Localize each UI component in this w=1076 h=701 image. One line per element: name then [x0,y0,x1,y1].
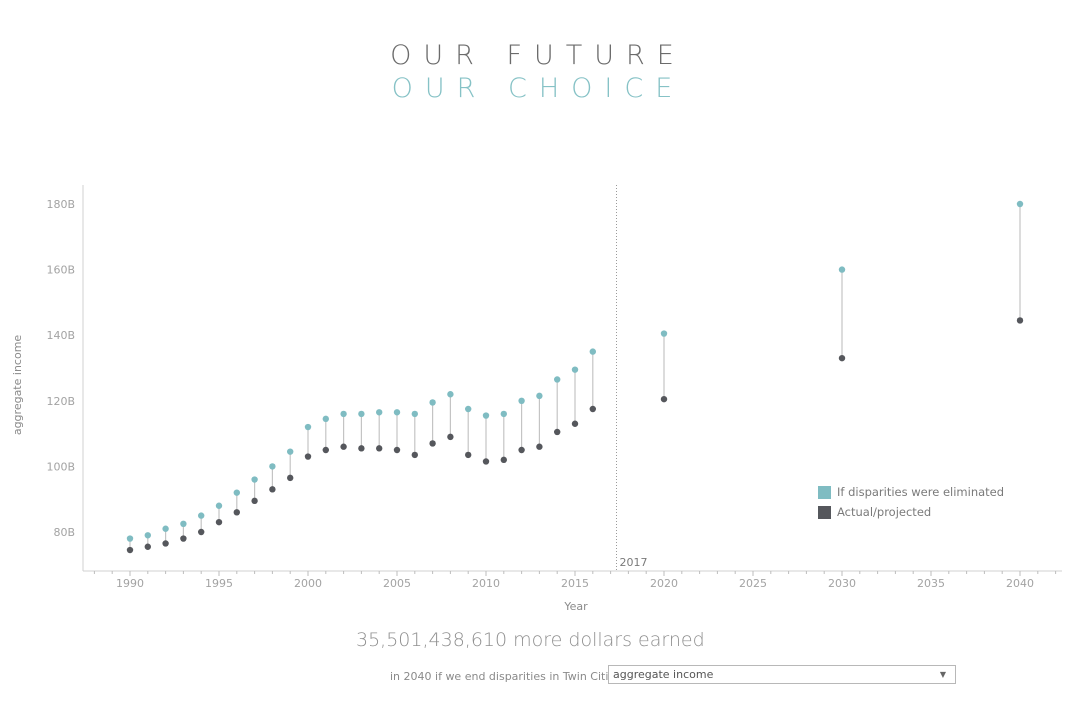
legend-label-eliminated: If disparities were eliminated [837,485,1005,499]
legend-label-actual: Actual/projected [837,505,932,519]
point-actual [589,405,596,413]
legend-item-actual[interactable]: Actual/projected [818,502,1004,522]
point-actual [465,451,472,459]
point-actual [126,546,134,554]
divider-label: 2017 [620,556,648,569]
point-actual [376,445,383,452]
point-eliminated [482,412,490,419]
point-actual [1016,317,1024,324]
point-actual [571,420,579,427]
point-actual [447,433,454,441]
point-actual [411,451,418,459]
point-actual [180,535,187,542]
x-tick-label: 2035 [917,577,945,590]
y-tick-label: 120B [46,395,75,408]
point-actual [215,518,223,526]
point-eliminated [198,512,205,519]
legend-swatch-actual [818,505,831,519]
y-tick-label: 100B [46,460,75,473]
point-eliminated [554,376,561,383]
point-eliminated [251,476,258,483]
point-eliminated [376,409,383,416]
point-eliminated [411,410,418,418]
y-tick-label: 180B [46,198,75,211]
summary-headline: 35,501,438,610 more dollars earned [356,629,705,651]
y-tick-label: 160B [46,264,75,277]
point-eliminated [465,405,472,413]
legend: If disparities were eliminated Actual/pr… [818,482,1004,522]
point-actual [536,443,543,450]
point-eliminated [287,448,294,455]
point-eliminated [215,502,223,509]
point-actual [233,509,240,516]
title-line-1: OUR FUTURE [390,40,686,71]
point-eliminated [447,391,454,398]
point-eliminated [589,348,596,355]
point-actual [269,486,276,493]
summary-prefix: in 2040 if we end disparities in Twin Ci… [390,670,624,683]
point-actual [251,497,258,505]
point-actual [500,456,507,464]
point-actual [198,528,205,536]
point-eliminated [358,410,365,418]
point-actual [162,540,169,547]
point-eliminated [304,423,312,431]
point-actual [144,543,151,550]
point-eliminated [233,489,240,496]
legend-item-eliminated[interactable]: If disparities were eliminated [818,482,1004,502]
chevron-down-icon[interactable]: ▼ [939,670,946,679]
point-eliminated [393,409,401,416]
point-eliminated [180,520,187,527]
point-eliminated [269,463,276,470]
x-tick-label: 2005 [383,577,411,590]
x-tick-label: 1990 [116,577,144,590]
point-eliminated [500,410,507,418]
measure-dropdown[interactable]: aggregate income ▼ [608,665,956,684]
point-eliminated [838,266,846,273]
point-eliminated [126,535,134,542]
point-eliminated [322,415,329,423]
point-actual [554,428,561,436]
point-eliminated [536,392,543,400]
point-actual [482,458,490,465]
point-eliminated [518,397,525,404]
point-eliminated [340,410,347,418]
x-tick-label: 2010 [472,577,500,590]
x-tick-label: 2000 [294,577,322,590]
point-actual [838,354,846,362]
point-actual [340,443,347,450]
point-actual [287,474,294,482]
point-eliminated [144,532,151,539]
point-eliminated [571,366,579,373]
y-axis-title: aggregate income [11,335,24,436]
point-actual [660,395,668,403]
point-eliminated [162,525,169,532]
legend-swatch-eliminated [818,485,831,499]
x-tick-label: 2040 [1006,577,1034,590]
point-actual [518,446,525,454]
x-tick-label: 2025 [739,577,767,590]
point-eliminated [1016,200,1024,208]
x-tick-label: 2020 [650,577,678,590]
point-actual [304,453,312,460]
title-line-2: OUR CHOICE [391,73,685,104]
x-tick-label: 2015 [561,577,589,590]
x-axis-title: Year [563,600,588,613]
point-eliminated [660,330,668,337]
y-tick-label: 140B [46,329,75,342]
point-actual [358,445,365,452]
x-tick-label: 2030 [828,577,856,590]
point-actual [322,446,329,454]
y-tick-label: 80B [53,526,75,539]
point-actual [429,440,436,447]
point-eliminated [429,399,436,406]
point-actual [393,446,401,454]
measure-dropdown-value: aggregate income [613,668,714,681]
x-tick-label: 1995 [205,577,233,590]
